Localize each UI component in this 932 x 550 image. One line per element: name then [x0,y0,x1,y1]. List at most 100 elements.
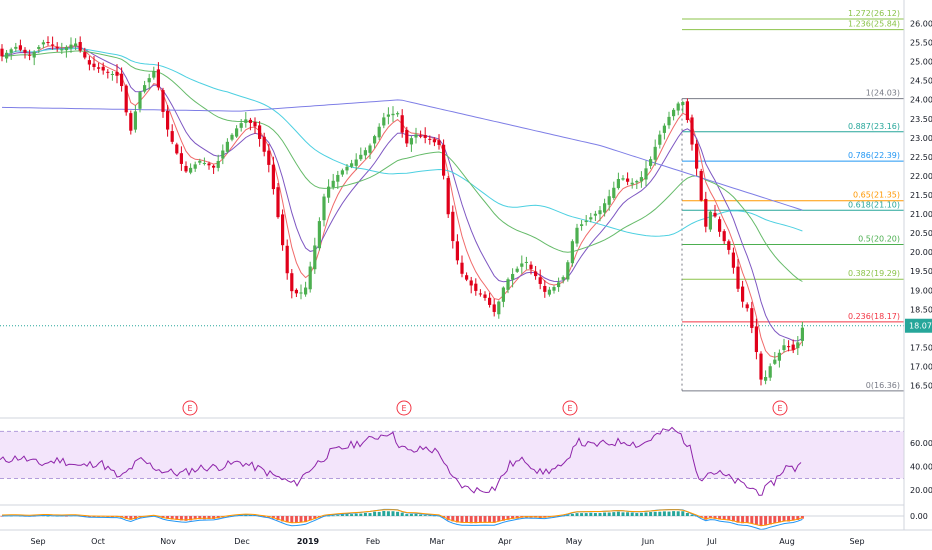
candle-body [74,43,78,47]
macd-histogram-bar [667,511,671,516]
fib-level-label: 0.236(18.17) [848,312,900,321]
candle-body [593,213,597,216]
time-label: Jun [641,537,655,546]
candle-body [221,150,225,159]
macd-histogram-bar [626,512,630,516]
candle-body [230,134,234,140]
candle-body [419,135,423,137]
macd-histogram-bar [313,516,317,520]
macd-histogram-bar [722,516,726,520]
candle-body [644,168,648,180]
candle-body [115,71,119,76]
moving-average-line [1,50,803,282]
earnings-marker [182,400,198,416]
candle-body [534,271,538,277]
fib-level-label: 1.272(26.12) [848,9,900,18]
candle-body [616,179,620,189]
candle-body [506,279,510,290]
candle-body [354,159,358,166]
candle-body [460,262,464,274]
time-label: Feb [366,537,380,546]
candle-body [520,263,524,267]
candle-body [492,304,496,312]
candle-body [363,150,367,156]
macd-histogram-bar [607,512,611,516]
macd-tick-label: 0.00 [910,512,928,521]
time-label: Oct [91,537,105,546]
fib-level-label: 0(16.36) [866,381,900,390]
macd-histogram-bar [460,516,464,523]
candle-body [791,344,795,350]
candle-body [442,144,446,176]
macd-histogram-bar [179,516,183,521]
candle-body [345,166,349,171]
candle-body [336,174,340,182]
rsi-tick-label: 20.00 [910,486,932,495]
price-tick-label: 18.50 [910,305,932,314]
macd-histogram-bar [469,516,473,524]
candle-body [455,241,459,261]
macd-histogram-bar [350,514,354,516]
macd-histogram-bar [570,513,574,516]
macd-histogram-bar [488,516,492,523]
price-tick-label: 22.00 [910,172,932,181]
price-tick-label: 23.50 [910,115,932,124]
candle-body [129,113,133,131]
macd-histogram-bar [345,514,349,516]
candle-body [317,221,321,249]
time-label: Dec [234,537,249,546]
candle-body [32,51,36,58]
macd-histogram-bar [750,516,754,524]
price-tick-label: 25.50 [910,39,932,48]
candle-body [133,111,137,130]
macd-histogram-bar [285,516,289,523]
macd-histogram-bar [478,516,482,523]
candle-body [736,266,740,289]
candle-body [649,159,653,166]
macd-histogram-bar [400,512,404,516]
candle-body [796,342,800,349]
time-label: Apr [498,537,513,546]
macd-histogram-bar [713,516,717,519]
candle-body [281,214,285,246]
candle-body [244,119,248,123]
macd-histogram-bar [451,516,455,522]
candle-body [524,261,528,263]
macd-histogram-bar [281,516,285,522]
candle-body [331,180,335,188]
candle-body [612,187,616,198]
macd-histogram-bar [501,516,505,521]
macd-histogram-bar [566,515,570,516]
candle-body [787,346,791,348]
candle-body [391,113,395,116]
macd-histogram-bar [768,516,772,525]
candle-body [552,287,556,291]
macd-histogram-bar [207,516,211,520]
macd-histogram-bar [386,511,390,516]
macd-layer [0,508,904,531]
candle-body [777,352,781,361]
macd-histogram-bar [184,516,188,521]
earnings-marker-label: E [777,404,782,413]
macd-histogram-bar [593,513,597,516]
candle-body [175,144,179,154]
candle-body [193,164,197,169]
rsi-tick-label: 40.00 [910,463,932,472]
price-axis: 26.00 25.50 25.00 24.50 24.00 23.50 23.00 22.50… [905,20,932,521]
macd-histogram-bar [718,516,722,520]
macd-histogram-bar [474,516,478,524]
candle-body [166,110,170,130]
candle-body [327,186,331,198]
macd-histogram-bar [777,516,781,523]
price-tick-label: 20.00 [910,248,932,257]
price-tick-label: 23.00 [910,134,932,143]
candle-body [37,46,41,49]
candle-body [304,287,308,295]
candle-body [685,101,689,121]
macd-histogram-bar [428,515,432,516]
price-tick-label: 17.50 [910,343,932,352]
macd-histogram-bar [773,516,777,523]
macd-histogram-bar [391,511,395,516]
